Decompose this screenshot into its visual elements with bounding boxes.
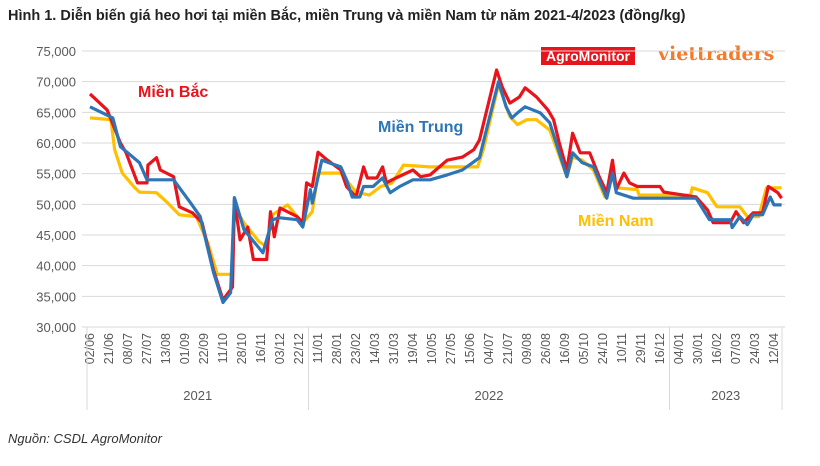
x-tick-label: 30/01 [691,333,705,364]
x-tick-label: 16/09 [558,333,572,364]
x-tick-label: 16/12 [653,333,667,364]
x-tick-label: 08/07 [121,333,135,364]
x-tick-label: 10/11 [615,333,629,363]
x-tick-label: 21/06 [102,333,116,364]
x-tick-label: 29/11 [634,333,648,363]
x-tick-label: 21/07 [501,333,515,364]
x-tick-label: 24/03 [748,333,762,364]
x-tick-label: 01/09 [178,333,192,364]
x-tick-label: 13/08 [159,333,173,364]
year-label: 2022 [475,388,504,403]
x-tick-label: 16/11 [254,333,268,363]
label-mien-bac: Miền Bắc [138,82,208,101]
x-tick-label: 23/02 [349,333,363,364]
x-tick-label: 28/10 [235,333,249,364]
x-tick-label: 12/04 [767,333,781,364]
chart-title: Hình 1. Diễn biến giá heo hơi tại miền B… [8,8,686,24]
x-tick-label: 04/07 [482,333,496,364]
x-tick-label: 27/07 [140,333,154,364]
x-tick-label: 24/10 [596,333,610,364]
x-tick-label: 19/04 [406,333,420,364]
viettraders-logo: viettraders [658,43,775,65]
x-tick-label: 22/09 [197,333,211,364]
source-note: Nguồn: CSDL AgroMonitor [8,431,162,446]
x-tick-label: 04/01 [672,333,686,364]
y-tick-label: 40,000 [36,259,76,274]
x-tick-label: 02/06 [83,333,97,364]
x-tick-label: 03/12 [273,333,287,364]
x-tick-label: 15/06 [463,333,477,364]
x-tick-label: 16/02 [710,333,724,364]
x-tick-label: 14/03 [368,333,382,364]
x-tick-label: 28/01 [330,333,344,364]
x-tick-label: 26/08 [539,333,553,364]
x-tick-label: 11/10 [216,333,230,363]
y-tick-label: 45,000 [36,228,76,243]
y-tick-label: 35,000 [36,289,76,304]
y-tick-label: 30,000 [36,320,76,335]
y-tick-label: 65,000 [36,105,76,120]
x-tick-label: 07/03 [729,333,743,364]
series-line-mien-trung [89,80,782,305]
x-tick-label: 10/05 [425,333,439,364]
year-label: 2021 [183,388,212,403]
y-tick-label: 55,000 [36,167,76,182]
year-label: 2023 [711,388,740,403]
x-tick-label: 05/10 [577,333,591,364]
x-tick-label: 09/08 [520,333,534,364]
y-tick-label: 70,000 [36,75,76,90]
y-tick-label: 75,000 [36,44,76,59]
x-tick-label: 31/03 [387,333,401,364]
series-line-mien-nam [89,83,782,276]
x-tick-label: 27/05 [444,333,458,364]
y-tick-label: 60,000 [36,136,76,151]
x-tick-label: 22/12 [292,333,306,364]
label-mien-nam: Miền Nam [578,213,654,230]
x-tick-label: 11/01 [311,333,325,363]
label-mien-trung: Miền Trung [378,119,463,136]
y-tick-label: 50,000 [36,197,76,212]
